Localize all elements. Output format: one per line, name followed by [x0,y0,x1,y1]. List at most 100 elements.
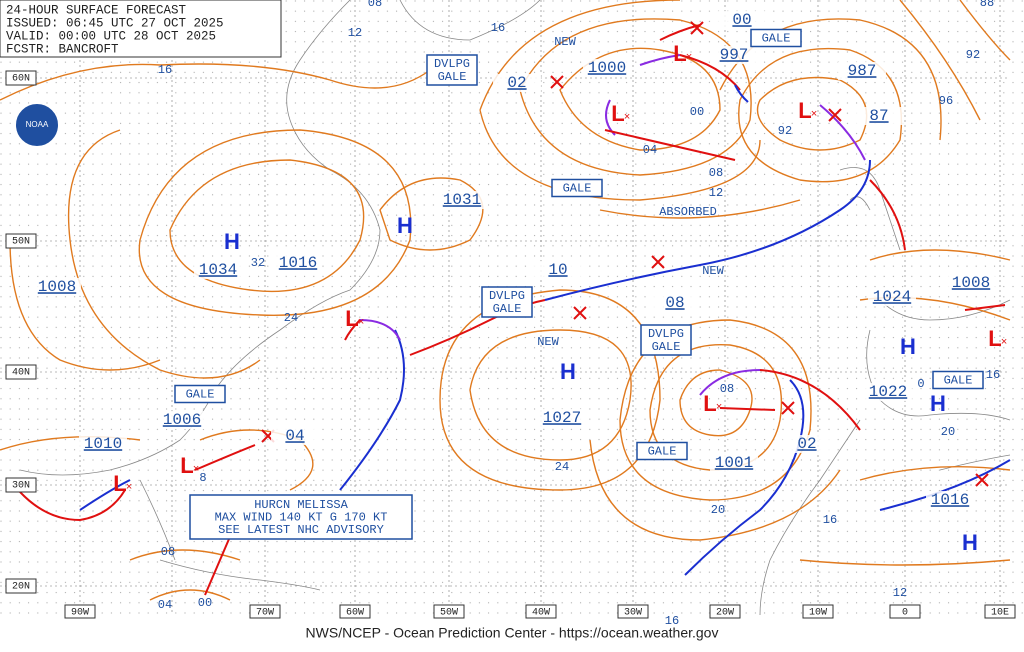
low-symbol: L [798,98,811,123]
pressure-label: 1016 [279,254,317,272]
pressure-label: 1016 [931,491,969,509]
pressure-bg [438,191,486,209]
annotation: NEW [554,35,576,49]
isobar-label: 12 [709,186,723,200]
isobar-label: 32 [251,256,265,270]
logo-text: NOAA [26,120,49,129]
isobar-label: 20 [941,425,955,439]
high-symbol: H [900,334,916,359]
pressure-bg [534,261,582,279]
low-symbol: L [703,391,716,416]
pressure-bg [493,74,541,92]
pressure-bg [855,107,903,125]
pressure-label: 08 [665,294,684,312]
low-x: × [811,109,818,121]
gale-box [640,324,692,356]
lon-label-box [889,604,921,619]
low-x: × [193,464,200,476]
pressure-bg [271,427,319,445]
header-title: 24-HOUR SURFACE FORECAST [6,3,187,17]
lon-label-box [525,604,557,619]
low-x: × [716,402,723,414]
logo: NOAA [14,102,60,148]
track-x [690,21,704,35]
lon-label-box [339,604,371,619]
gale-text: GALE [563,182,592,196]
pressure-label: 02 [797,435,816,453]
lon-label: 40W [532,608,550,619]
pressure-bg [926,491,974,509]
isobar-label: 04 [158,598,172,612]
track-x [781,401,795,415]
gale-text: GALE [493,302,522,316]
lon-label-box [802,604,834,619]
pressure-label: 1008 [952,274,990,292]
annotation: NEW [702,264,724,278]
lat-label-box [5,70,37,86]
pressure-bg [538,409,586,427]
pressure-label: 1001 [715,454,753,472]
pressure-bg [947,274,995,292]
isobar-label: 16 [823,513,837,527]
isobar-label: 12 [348,26,362,40]
low-symbol: L [345,306,358,331]
isobar-label: 08 [720,382,734,396]
low-x: × [1001,337,1008,349]
lon-label: 30W [624,608,642,619]
header-issued: ISSUED: 06:45 UTC 27 OCT 2025 [6,16,224,30]
lon-label: 10E [991,608,1009,619]
lat-label-box [5,477,37,493]
gale-text: GALE [762,32,791,46]
lon-label-box [617,604,649,619]
isobar-label: 20 [711,503,725,517]
annotation: NEW [537,335,559,349]
isobar-label: 00 [198,596,212,610]
lat-label: 60N [12,74,30,85]
lon-label: 90W [71,608,89,619]
pressure-label: 1008 [38,278,76,296]
lat-label: 30N [12,481,30,492]
track-x [550,75,564,89]
track-x [573,306,587,320]
pressure-bg [79,435,127,453]
gale-text: DVLPG [648,327,684,341]
pressure-bg [710,454,758,472]
pressure-label: 1034 [199,261,237,279]
gale-box [636,441,688,461]
low-symbol: L [611,101,624,126]
high-symbol: H [224,229,240,254]
pressure-label: 1027 [543,409,581,427]
isobar-label: 16 [986,368,1000,382]
pressure-label: 00 [732,11,751,29]
low-x: × [686,52,693,64]
gale-text: GALE [944,374,973,388]
pressure-bg [783,435,831,453]
pressure-bg [158,411,206,429]
pressure-label: 997 [720,46,749,64]
lat-label: 40N [12,368,30,379]
isobar-label: 00 [690,105,704,119]
lat-label: 50N [12,237,30,248]
gale-text: GALE [652,340,681,354]
low-x: × [358,317,365,329]
gale-box [174,384,226,404]
pressure-bg [710,46,758,64]
lon-label-box [984,604,1016,619]
track-x [828,108,842,122]
annotation: ABSORBED [659,205,717,219]
pressure-bg [718,11,766,29]
low-symbol: L [180,453,193,478]
gale-text: GALE [648,445,677,459]
lon-label-box [433,604,465,619]
isobar-label: 16 [158,63,172,77]
pressure-bg [33,278,81,296]
lon-label-box [64,604,96,619]
pressure-label: 04 [285,427,304,445]
isobars [0,0,1011,601]
lon-label: 50W [440,608,458,619]
pressure-label: 1024 [873,288,911,306]
gale-text: DVLPG [489,289,525,303]
lon-label: 10W [809,608,827,619]
pressure-bg [838,62,886,80]
